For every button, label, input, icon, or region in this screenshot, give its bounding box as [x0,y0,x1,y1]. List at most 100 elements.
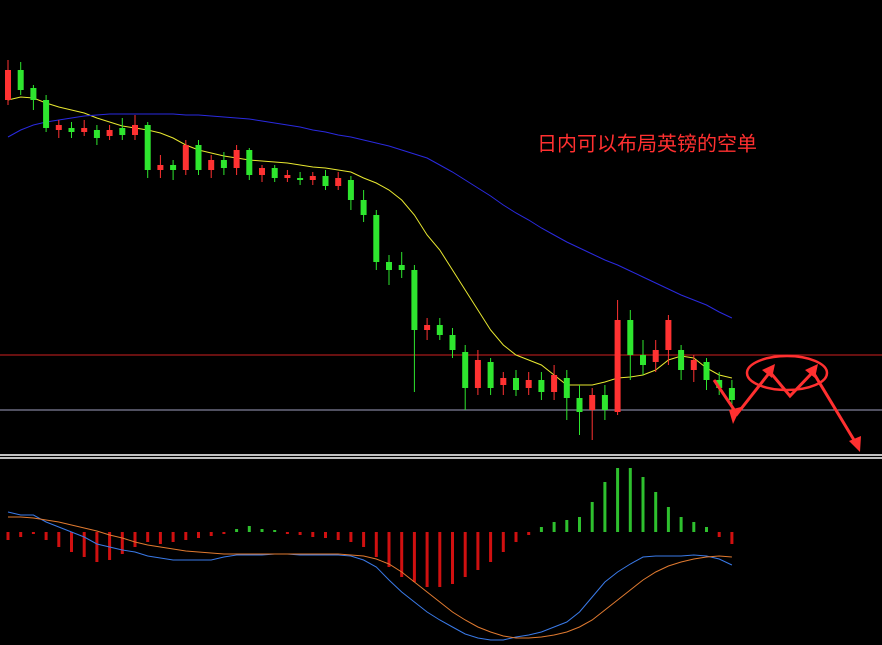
candle-body [551,375,558,392]
candle-body [601,395,608,410]
macd-line [8,516,732,639]
candle-body [436,325,443,335]
candle-body [233,150,240,168]
candle-body [271,168,278,178]
candle-body [487,362,494,388]
macd-bar [108,532,112,560]
macd-bar [679,517,683,532]
candle-body [309,176,316,180]
macd-bar [184,532,188,540]
macd-bar [133,532,137,547]
candle-body [563,378,570,398]
candle-body [474,360,481,388]
candle-body [398,265,405,270]
macd-bar [19,532,23,537]
macd-bar [463,532,467,577]
candle-body [170,165,177,170]
macd-bar [501,532,505,552]
candle-body [373,215,380,262]
candle-body [449,335,456,350]
macd-bar [527,532,531,535]
macd-bar [44,532,48,540]
candle-body [703,362,710,380]
macd-bar [578,517,581,532]
candle-body [5,70,11,100]
macd-bar [451,532,454,584]
candle-body [462,352,469,388]
candle-body [678,350,685,370]
macd-bar [120,532,124,554]
candle-body [55,125,62,130]
candle-body [259,168,265,175]
macd-bar [209,532,213,536]
candle-body [716,380,723,388]
macd-bar [70,532,73,552]
candle-body [132,125,138,135]
candle-body [17,70,24,90]
macd-bar [6,532,10,540]
macd-bar [324,532,327,538]
macd-bar [412,532,416,582]
candle-body [157,165,164,170]
macd-bar [641,477,645,532]
macd-bar [273,530,277,532]
macd-bar [438,532,442,587]
annotation: 日内可以布局英镑的空单 [537,132,757,156]
macd-bar [311,532,315,537]
candle-body [576,398,583,412]
candle-body [386,262,392,270]
macd-bar [146,532,150,542]
macd-bar [95,532,99,562]
candle-body [220,160,227,168]
macd-bar [285,532,289,534]
macd-bar [654,492,658,532]
candle-body [246,150,253,175]
candle-body [538,380,545,392]
macd-bar [171,532,175,542]
candle-body [614,320,621,412]
macd-bar [692,522,696,532]
macd-bar [82,532,86,557]
macd-bar [349,532,353,542]
candle-body [347,180,354,200]
macd-bar [552,522,556,532]
macd-bar [603,482,607,532]
macd-line [7,511,733,641]
macd-bar [260,529,264,532]
candle-body [119,128,126,135]
macd-panel [6,468,734,641]
macd-bar [374,532,378,557]
macd-bar [666,507,670,532]
macd-bar [222,532,226,534]
macd-bar [730,532,734,544]
candle-body [690,360,697,370]
candle-body [30,88,37,100]
candle-body [297,178,304,180]
macd-bar [425,532,429,587]
candle-body [513,378,519,390]
macd-bar [235,529,239,532]
macd-bar [387,532,391,567]
candle-body [208,160,215,170]
macd-bar [336,532,340,540]
macd-bar [616,468,620,532]
candle-body [665,320,672,350]
candle-body [43,100,50,128]
candle-body [195,145,202,170]
macd-bar [158,532,162,544]
moving-average [7,96,733,386]
candle-body [627,320,634,355]
candle-body [335,178,342,186]
candle-body [144,125,151,170]
candle-body [640,355,646,365]
macd-bar [31,532,35,534]
moving-average [7,113,733,319]
candle-body [322,176,329,186]
candle-body [589,395,596,410]
macd-bar [362,532,366,547]
candle-body [81,128,88,132]
candle-body [411,270,418,330]
candle-body [652,350,659,362]
macd-bar [247,526,251,532]
